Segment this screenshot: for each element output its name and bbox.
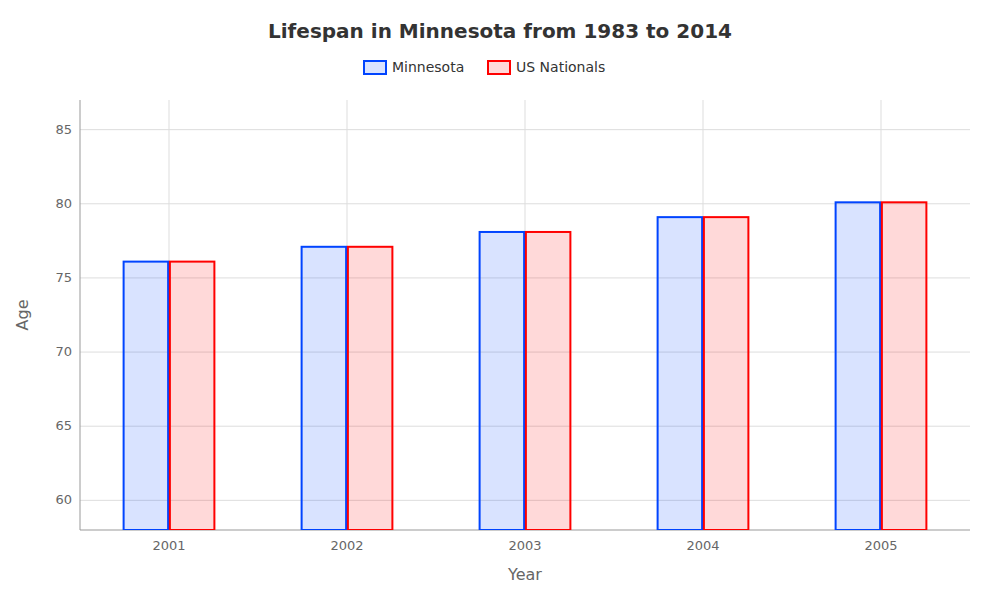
title: Lifespan in Minnesota from 1983 to 2014 xyxy=(268,19,732,43)
chart-container: Lifespan in Minnesota from 1983 to 2014 6… xyxy=(0,0,1000,600)
bar xyxy=(302,247,347,530)
bar xyxy=(836,202,881,530)
x-tick-label: 2001 xyxy=(152,538,185,553)
legend-swatch xyxy=(364,61,386,74)
bars xyxy=(124,202,927,530)
y-axis-label: Age xyxy=(13,300,32,331)
bar xyxy=(170,262,215,530)
legend-label: US Nationals xyxy=(516,59,605,75)
y-axis-line xyxy=(80,100,81,530)
y-tick-label: 70 xyxy=(55,344,72,359)
y-tick-label: 60 xyxy=(55,492,72,507)
legend-label: Minnesota xyxy=(392,59,464,75)
grid xyxy=(80,100,970,530)
bar xyxy=(882,202,927,530)
bar xyxy=(704,217,749,530)
bar xyxy=(526,232,571,530)
y-tick-label: 65 xyxy=(55,418,72,433)
bar xyxy=(124,262,169,530)
bar xyxy=(480,232,525,530)
x-tick-label: 2003 xyxy=(508,538,541,553)
y-tick-label: 80 xyxy=(55,196,72,211)
x-axis-label: Year xyxy=(507,565,542,584)
legend-swatch xyxy=(488,61,510,74)
axes: 60 65 70 75 80 85 2001 2002 2003 2004 2005 xyxy=(55,100,970,553)
bar xyxy=(658,217,703,530)
chart: Lifespan in Minnesota from 1983 to 2014 6… xyxy=(0,0,1000,600)
y-tick-label: 85 xyxy=(55,122,72,137)
x-tick-label: 2005 xyxy=(864,538,897,553)
x-tick-label: 2002 xyxy=(330,538,363,553)
x-tick-label: 2004 xyxy=(686,538,719,553)
bar xyxy=(348,247,393,530)
legend: Minnesota US Nationals xyxy=(364,59,605,75)
y-tick-label: 75 xyxy=(55,270,72,285)
